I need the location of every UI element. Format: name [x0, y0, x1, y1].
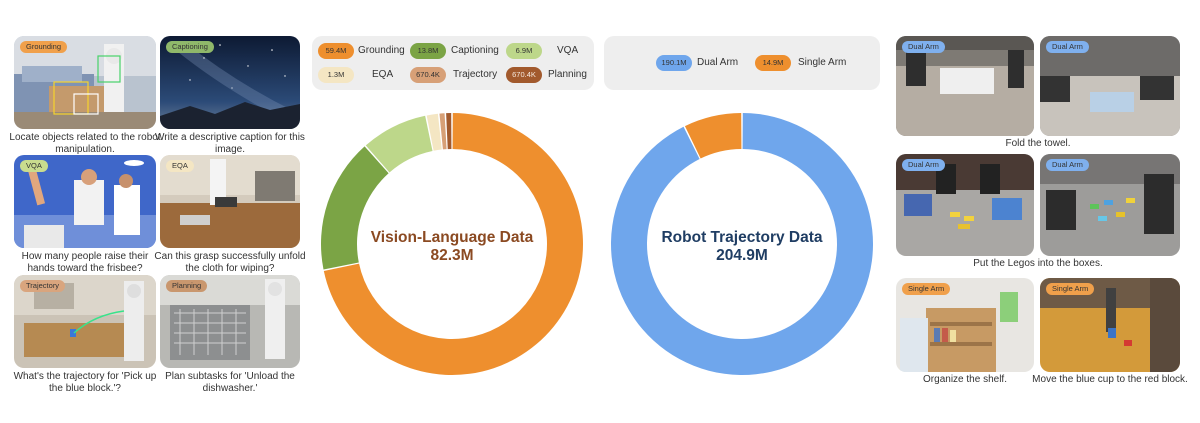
caption-organize-shelf: Organize the shelf.	[923, 374, 1007, 385]
donut-slice-eqa	[426, 113, 442, 151]
donut-slice-vqa	[365, 115, 433, 173]
dual-arm-tile-3: Dual Arm	[896, 154, 1034, 256]
rt-donut: Robot Trajectory Data 204.9M	[602, 104, 882, 384]
legos-image-1: Dual Arm	[896, 154, 1034, 256]
caption-trajectory: What's the trajectory for 'Pick up the b…	[13, 371, 157, 394]
trajectory-tile: Trajectory What's the trajectory for 'Pi…	[14, 275, 156, 394]
grounding-image: Grounding	[14, 36, 156, 129]
badge-planning: Planning	[166, 280, 208, 292]
pill-planning: 670.4K	[506, 67, 542, 83]
donut-slice-captioning	[321, 146, 389, 270]
badge-single-arm-2: Single Arm	[1046, 283, 1095, 295]
badge-trajectory: Trajectory	[20, 280, 66, 292]
dual-arm-tile-4: Dual Arm	[1040, 154, 1180, 256]
pill-single-arm: 14.9M	[755, 55, 791, 71]
pill-grounding: 59.4M	[318, 43, 354, 59]
rt-donut-title: Robot Trajectory Data	[661, 229, 823, 246]
planning-tile: Planning Plan subtasks for 'Unload the d…	[160, 275, 300, 394]
vl-donut-svg	[321, 113, 584, 376]
donut-slice-planning	[446, 113, 452, 150]
legend-planning: Planning	[548, 69, 587, 80]
dual-arm-tile-1: Dual Arm	[896, 36, 1034, 136]
single-arm-tile-1: Single Arm	[896, 278, 1034, 372]
eqa-image: EQA	[160, 155, 300, 248]
planning-image: Planning	[160, 275, 300, 368]
single-arm-tile-2: Single Arm	[1040, 278, 1180, 372]
pill-eqa: 1.3M	[318, 67, 354, 83]
caption-eqa: Can this grasp successfully unfold the c…	[154, 251, 306, 274]
badge-dual-arm-3: Dual Arm	[902, 159, 945, 171]
vqa-image: VQA	[14, 155, 156, 248]
dual-arm-tile-2: Dual Arm	[1040, 36, 1180, 136]
badge-dual-arm-4: Dual Arm	[1046, 159, 1089, 171]
rt-donut-total: 204.9M	[716, 247, 768, 264]
caption-fold-towel: Fold the towel.	[1005, 138, 1071, 149]
caption-captioning: Write a descriptive caption for this ima…	[155, 132, 305, 155]
fold-towel-image-1: Dual Arm	[896, 36, 1034, 136]
vqa-tile: VQA How many people raise their hands to…	[14, 155, 156, 274]
rt-donut-svg	[611, 113, 873, 376]
caption-vqa: How many people raise their hands toward…	[21, 251, 149, 274]
fold-towel-image-2: Dual Arm	[1040, 36, 1180, 136]
badge-dual-arm-1: Dual Arm	[902, 41, 945, 53]
badge-vqa: VQA	[20, 160, 48, 172]
caption-planning: Plan subtasks for 'Unload the dishwasher…	[165, 371, 295, 394]
vl-legend: 59.4M Grounding 13.8M Captioning 6.9M VQ…	[312, 36, 594, 90]
pill-dual-arm: 190.1M	[656, 55, 692, 71]
caption-blue-cup: Move the blue cup to the red block.	[1032, 374, 1188, 385]
badge-captioning: Captioning	[166, 41, 214, 53]
caption-legos: Put the Legos into the boxes.	[973, 258, 1103, 269]
badge-eqa: EQA	[166, 160, 194, 172]
pill-trajectory: 670.4K	[410, 67, 446, 83]
captioning-image: Captioning	[160, 36, 300, 129]
eqa-tile: EQA Can this grasp successfully unfold t…	[154, 155, 306, 274]
vl-donut-total: 82.3M	[430, 247, 474, 264]
shelf-image: Single Arm	[896, 278, 1034, 372]
grounding-tile: Grounding Locate objects related to the …	[9, 36, 161, 155]
vl-donut: Vision-Language Data 82.3M	[312, 104, 592, 384]
blue-cup-image: Single Arm	[1040, 278, 1180, 372]
trajectory-image: Trajectory	[14, 275, 156, 368]
donut-slice-single-arm	[684, 113, 742, 159]
legend-grounding: Grounding	[358, 45, 405, 56]
captioning-tile: Captioning Write a descriptive caption f…	[155, 36, 305, 155]
badge-grounding: Grounding	[20, 41, 68, 53]
caption-grounding: Locate objects related to the robot mani…	[9, 132, 161, 155]
figure-panel: Grounding Locate objects related to the …	[9, 24, 1190, 396]
pill-vqa: 6.9M	[506, 43, 542, 59]
legend-vqa: VQA	[557, 45, 579, 56]
pill-captioning: 13.8M	[410, 43, 446, 59]
donut-slice-trajectory	[439, 113, 447, 150]
badge-dual-arm-2: Dual Arm	[1046, 41, 1089, 53]
legos-image-2: Dual Arm	[1040, 154, 1180, 256]
rt-legend: 190.1M Dual Arm 14.9M Single Arm	[604, 36, 880, 90]
legend-dual-arm: Dual Arm	[697, 57, 739, 68]
badge-single-arm-1: Single Arm	[902, 283, 951, 295]
legend-single-arm: Single Arm	[798, 57, 847, 68]
legend-eqa: EQA	[372, 69, 394, 80]
vl-donut-title: Vision-Language Data	[370, 229, 534, 246]
legend-trajectory: Trajectory	[453, 69, 498, 80]
legend-captioning: Captioning	[451, 45, 499, 56]
